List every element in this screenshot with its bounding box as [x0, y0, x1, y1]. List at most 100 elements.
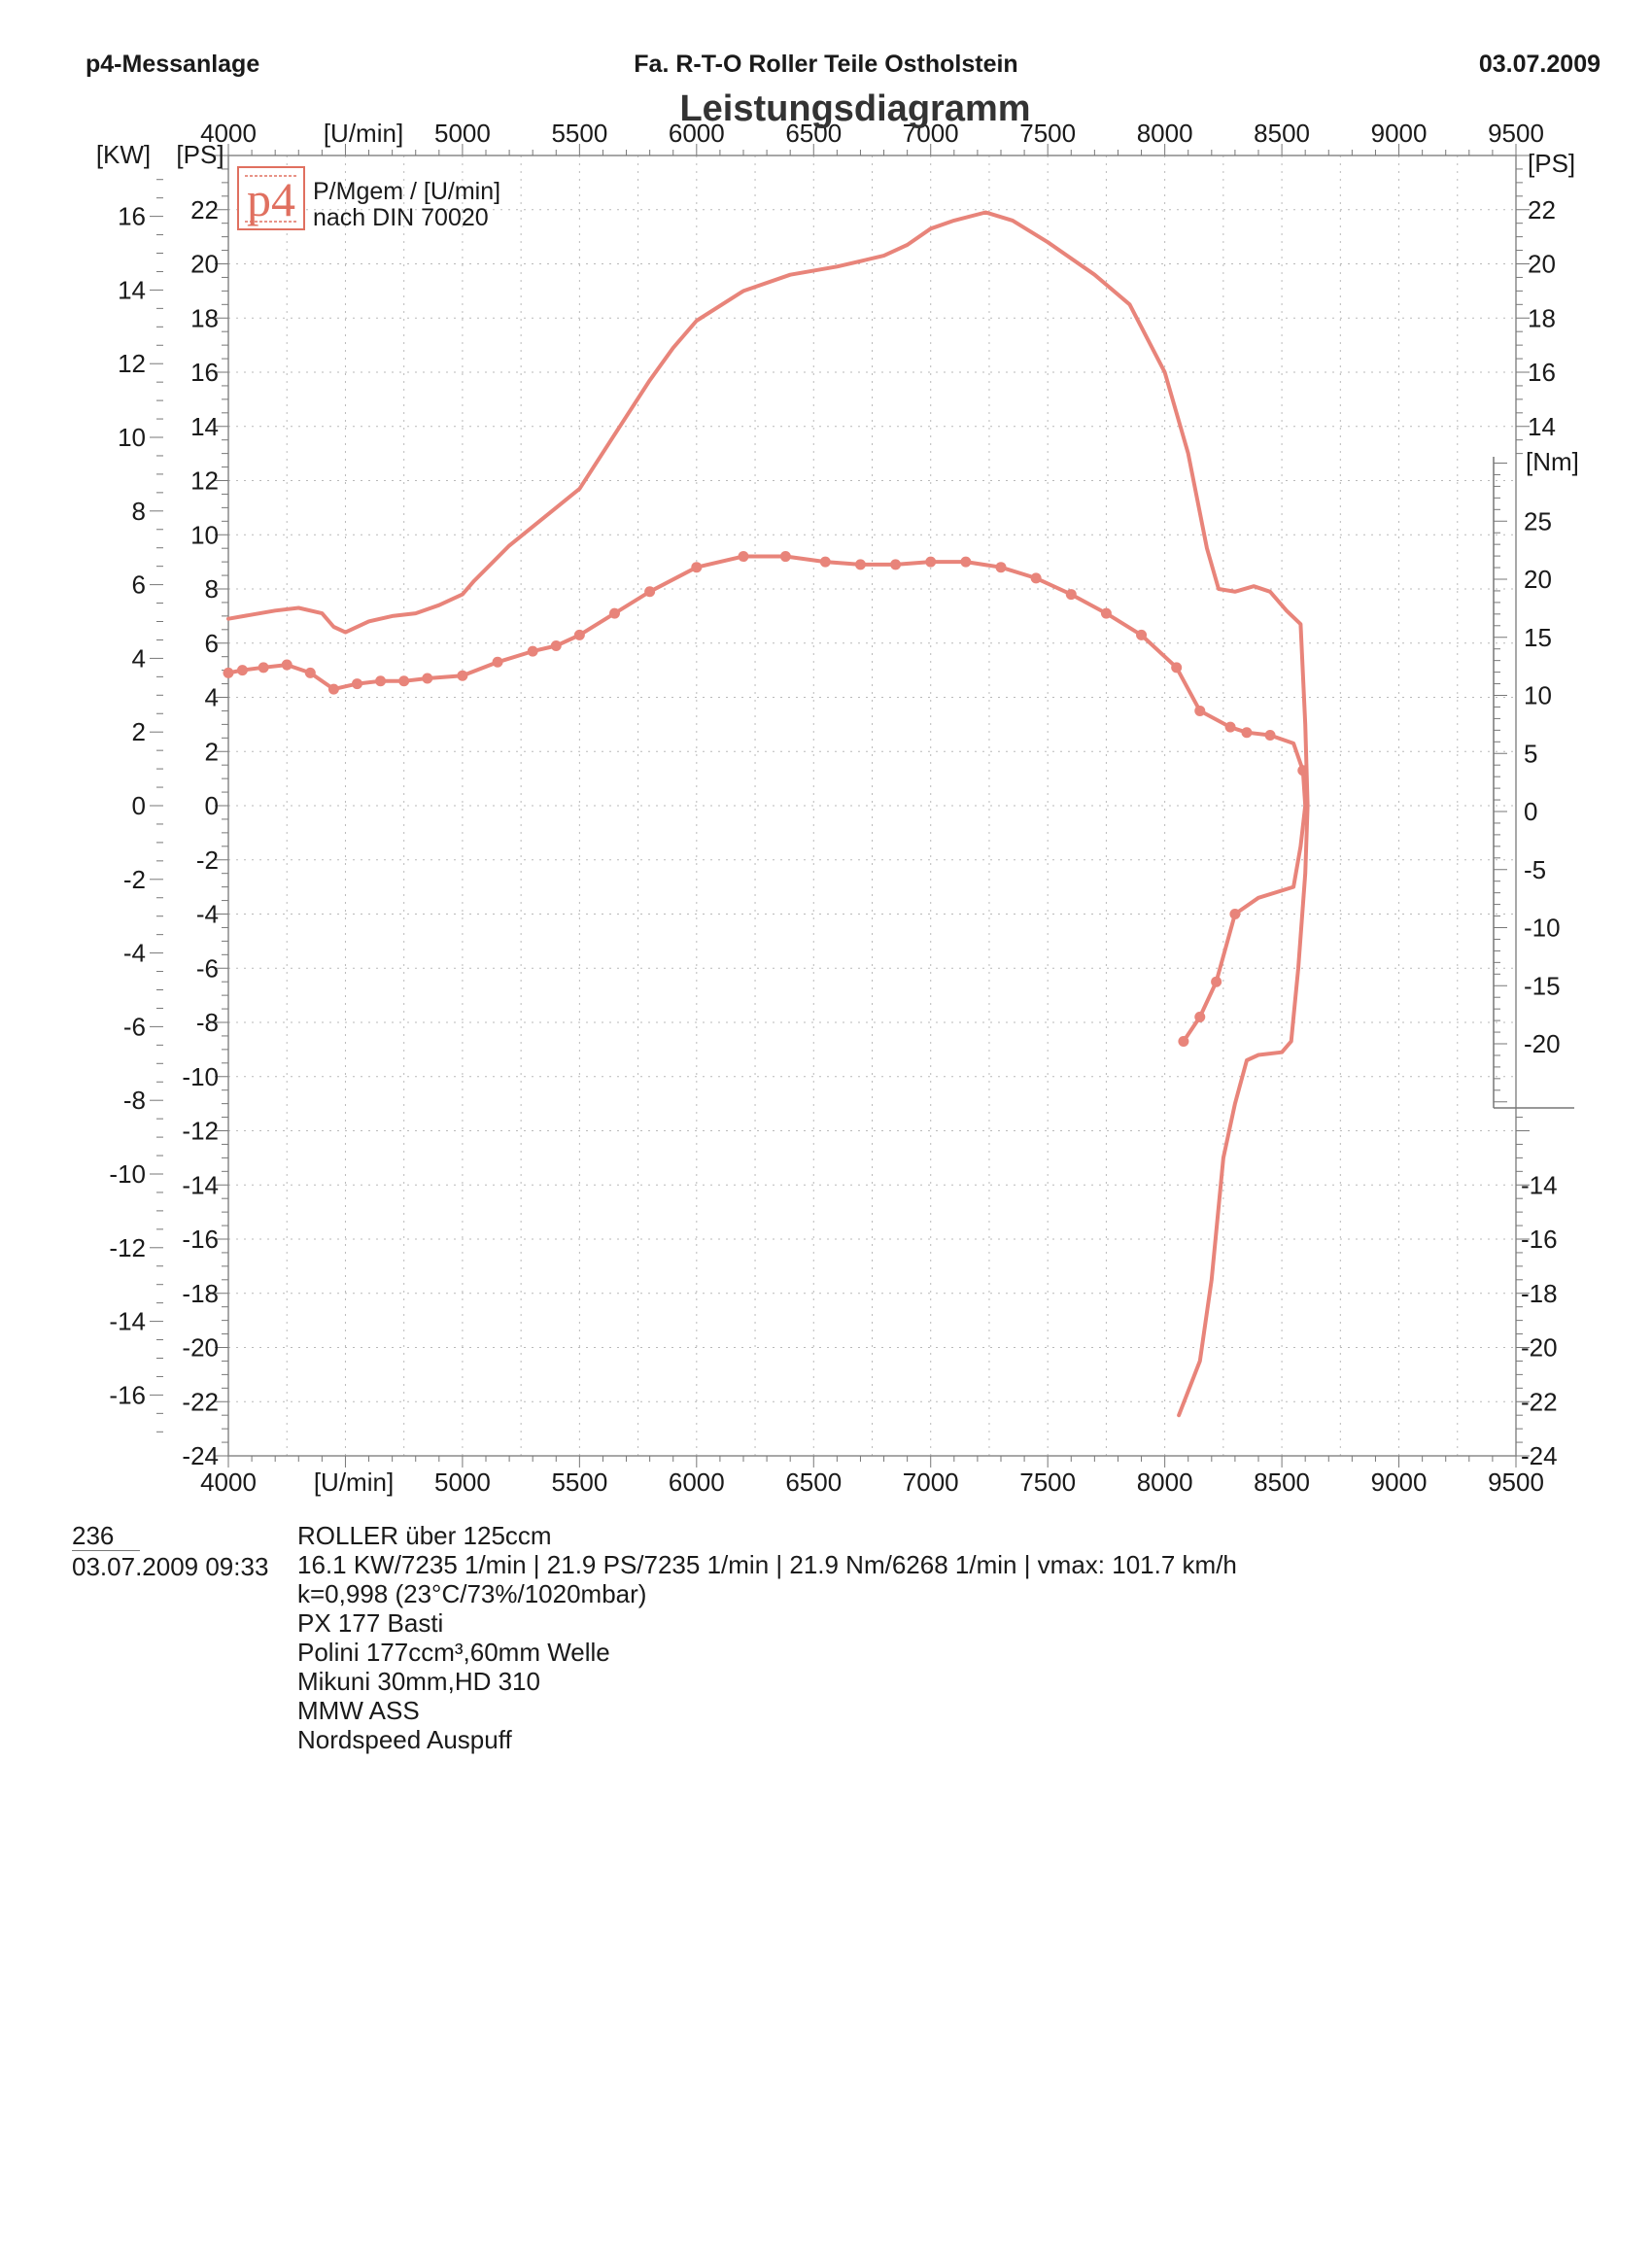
kw-tick-label: -2 [123, 865, 146, 894]
kw-tick-label: -6 [123, 1012, 146, 1041]
chart-series [223, 210, 1310, 1418]
kw-tick-label: -8 [123, 1086, 146, 1115]
x-tick-label-bottom: 8500 [1254, 1468, 1310, 1497]
x-tick-label-bottom: 6000 [669, 1468, 725, 1497]
run-datetime: 03.07.2009 09:33 [72, 1552, 269, 1581]
kw-tick-label: 16 [118, 202, 146, 231]
header-date-label: 03.07.2009 [1478, 51, 1600, 78]
x-tick-label-bottom: 9500 [1488, 1468, 1544, 1497]
kw-tick-label: 8 [132, 497, 146, 526]
info-line-correction: k=0,998 (23°C/73%/1020mbar) [297, 1579, 647, 1608]
ps-unit-right: [PS] [1528, 149, 1575, 178]
ps-left-tick-label: 22 [190, 195, 219, 224]
series-point [457, 670, 468, 681]
nm-unit: [Nm] [1526, 447, 1579, 476]
ps-right-tick-label: 20 [1528, 250, 1556, 279]
ps-left-tick-label: 18 [190, 303, 219, 332]
series-point [573, 629, 585, 640]
ps-right-tick-label: -22 [1521, 1387, 1558, 1416]
ps-right-tick-label: 18 [1528, 303, 1556, 332]
x-tick-label-bottom: 7500 [1019, 1468, 1076, 1497]
x-tick-label-top: 6500 [785, 119, 842, 148]
series-point [258, 662, 269, 674]
kw-tick-label: 2 [132, 717, 146, 746]
series-point [1297, 765, 1309, 777]
series-point [609, 607, 620, 619]
ps-left-tick-label: 0 [205, 791, 219, 820]
series-point [1178, 1036, 1189, 1048]
series-point [1224, 721, 1236, 733]
ps-left-tick-label: 16 [190, 358, 219, 387]
x-tick-label-top: 9000 [1371, 119, 1428, 148]
info-line-results: 16.1 KW/7235 1/min | 21.9 PS/7235 1/min … [297, 1550, 1237, 1579]
x-tick-label-top: 8500 [1254, 119, 1310, 148]
x-tick-label-bottom: 7000 [903, 1468, 959, 1497]
series-point [1194, 1011, 1206, 1022]
ps-left-tick-label: -10 [182, 1062, 219, 1091]
p4-logo-text: p4 [247, 172, 295, 226]
ps-left-tick-label: -8 [196, 1008, 219, 1037]
x-tick-label-top: 6000 [669, 119, 725, 148]
ps-right-tick-label: 16 [1528, 358, 1556, 387]
series-point [352, 678, 362, 690]
ps-left-tick-label: -2 [196, 846, 219, 875]
series-point [995, 562, 1007, 573]
series-point [1171, 662, 1183, 674]
kw-tick-label: 14 [118, 275, 146, 304]
chart-ticks [150, 144, 1574, 1468]
ps-left-tick-label: 4 [205, 683, 219, 712]
ps-left-tick-label: -12 [182, 1117, 219, 1146]
series-point [550, 640, 562, 652]
ps-left-tick-label: -22 [182, 1387, 219, 1416]
series-point [223, 667, 234, 678]
header-company-label: Fa. R-T-O Roller Teile Ostholstein [634, 51, 1018, 78]
legend-line-2: nach DIN 70020 [313, 204, 489, 231]
kw-tick-label: 0 [132, 791, 146, 820]
info-line-intake: MMW ASS [297, 1696, 420, 1725]
ps-left-tick-label: 8 [205, 574, 219, 604]
series-point [1100, 607, 1112, 619]
p4-logo: p4 [237, 166, 305, 230]
kw-tick-label: 12 [118, 349, 146, 378]
series-point [422, 673, 433, 684]
ps-left-tick-label: -4 [196, 900, 219, 929]
run-id: 236 [72, 1521, 140, 1551]
ps-left-tick-label: 12 [190, 466, 219, 496]
series-point [327, 683, 339, 695]
x-tick-label-bottom: 5000 [434, 1468, 491, 1497]
kw-tick-label: -4 [123, 939, 146, 968]
series-point [925, 556, 937, 568]
nm-tick-label: 10 [1524, 681, 1552, 710]
ps-left-tick-label: -24 [182, 1441, 219, 1470]
x-tick-label-bottom: 5500 [551, 1468, 607, 1497]
ps-left-tick-label: 10 [190, 520, 219, 549]
kw-tick-label: 6 [132, 570, 146, 600]
x-tick-label-top: 5500 [551, 119, 607, 148]
kw-tick-label: -14 [109, 1307, 146, 1336]
info-line-vehicle: PX 177 Basti [297, 1608, 444, 1638]
series-point [1241, 727, 1253, 739]
ps-right-tick-label: -16 [1521, 1225, 1558, 1254]
x-tick-label-bottom: 6500 [785, 1468, 842, 1497]
ps-left-tick-label: -16 [182, 1225, 219, 1254]
series-point [527, 645, 538, 657]
x-tick-label-top: 7500 [1019, 119, 1076, 148]
ps-left-tick-label: 14 [190, 412, 219, 441]
series-point [854, 559, 866, 570]
kw-tick-label: -10 [109, 1159, 146, 1189]
legend-line-1: P/Mgem / [U/min] [313, 178, 500, 205]
series-point [281, 659, 293, 671]
ps-right-tick-label: -24 [1521, 1441, 1558, 1470]
x-tick-label-top: 9500 [1488, 119, 1544, 148]
nm-tick-label: 20 [1524, 565, 1552, 594]
series-point [1065, 589, 1077, 601]
x-tick-label-top: 5000 [434, 119, 491, 148]
x-tick-label-bottom: 4000 [200, 1468, 257, 1497]
info-line-carburetor: Mikuni 30mm,HD 310 [297, 1667, 540, 1696]
series-point [375, 675, 387, 687]
kw-tick-label: -16 [109, 1380, 146, 1409]
header-left-label: p4-Messanlage [86, 51, 260, 78]
x-unit-bottom: [U/min] [314, 1468, 394, 1497]
ps-right-tick-label: 22 [1528, 195, 1556, 224]
